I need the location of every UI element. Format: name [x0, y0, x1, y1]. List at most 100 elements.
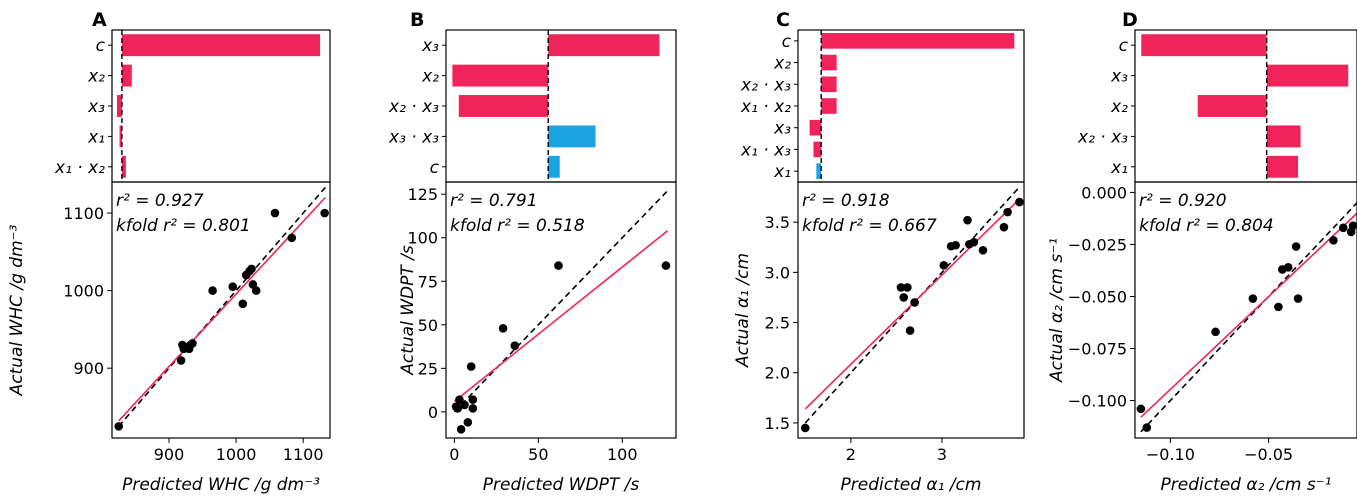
coef-term-label: x₃: [421, 36, 439, 56]
identity-line: [453, 190, 669, 413]
identity-line: [804, 186, 1021, 424]
data-point: [1338, 223, 1348, 233]
y-axis-label: Actual WHC /g dm⁻³: [7, 224, 27, 396]
coef-term-label: c: [96, 36, 106, 56]
data-point: [896, 283, 906, 292]
coef-term-label: x₁: [87, 127, 105, 147]
data-point: [963, 215, 972, 225]
x-axis-label: Predicted α₁ /cm: [841, 475, 982, 495]
coef-term-label: c: [1119, 36, 1129, 56]
identity-line: [1140, 202, 1357, 433]
coef-bar: [116, 95, 122, 117]
r2-annotation: r² = 0.920: [1139, 191, 1227, 211]
data-point: [238, 299, 248, 309]
data-point: [498, 323, 508, 333]
data-point: [510, 341, 520, 351]
identity-line: [118, 186, 326, 427]
coef-bar: [121, 155, 126, 178]
coef-bar: [1141, 34, 1267, 57]
coef-bar: [548, 155, 560, 178]
data-point: [999, 222, 1009, 232]
data-point: [1348, 221, 1357, 231]
parity-axes-frame: [445, 181, 677, 439]
data-point: [247, 264, 256, 274]
coef-bar: [1197, 95, 1267, 117]
x-tick-label: −0.05: [1244, 445, 1293, 464]
coef-bar: [813, 141, 822, 158]
data-point: [188, 339, 197, 348]
data-point: [320, 208, 329, 218]
data-point: [1293, 294, 1303, 303]
y-tick-label: 0: [428, 403, 438, 422]
data-point: [1003, 207, 1012, 217]
y-tick-label: −0.050: [1068, 287, 1127, 306]
y-tick-label: 0.000: [1081, 183, 1127, 202]
data-point: [905, 326, 915, 335]
coef-term-label: x₂ · x₃: [388, 97, 439, 117]
data-point: [208, 286, 217, 295]
kfold-annotation: kfold r² = 0.518: [450, 216, 585, 236]
data-point: [270, 208, 280, 218]
data-point: [114, 422, 124, 431]
y-tick-label: 75: [418, 272, 438, 291]
coef-term-label: x₃: [1110, 67, 1128, 87]
x-tick-label: 100: [607, 445, 638, 464]
coef-bar: [452, 64, 549, 87]
data-point: [1353, 171, 1357, 180]
r2-annotation: r² = 0.918: [802, 191, 890, 211]
data-point: [228, 282, 238, 292]
r2-annotation: r² = 0.927: [116, 191, 204, 211]
y-tick-label: −0.100: [1068, 392, 1127, 411]
y-tick-label: 2.0: [765, 364, 790, 383]
y-tick-label: 900: [73, 359, 104, 378]
y-axis-label: Actual α₁ /cm: [733, 253, 753, 368]
x-tick-label: 1000: [216, 445, 257, 464]
panel-letter: C: [776, 9, 790, 31]
x-axis-label: Predicted α₂ /cm s⁻¹: [1161, 475, 1332, 495]
x-tick-label: 900: [154, 445, 185, 464]
data-point: [456, 424, 466, 434]
y-tick-label: 100: [407, 229, 438, 248]
y-tick-label: 3.0: [765, 263, 790, 282]
data-point: [1291, 242, 1301, 251]
coef-term-label: x₂: [773, 54, 791, 74]
coef-term-label: x₂: [1110, 97, 1128, 117]
data-point: [463, 418, 473, 427]
fit-line: [1140, 212, 1357, 418]
coef-bar: [1266, 155, 1299, 178]
x-tick-label: 3: [937, 445, 947, 464]
coef-bar: [816, 163, 822, 179]
kfold-annotation: kfold r² = 0.801: [116, 216, 251, 236]
data-point: [460, 400, 469, 410]
data-point: [287, 233, 297, 243]
data-point: [969, 237, 979, 247]
coef-term-label: x₁: [773, 162, 791, 182]
data-point: [800, 423, 810, 433]
data-point: [1015, 197, 1024, 207]
coef-term-label: x₂ · x₃: [1077, 127, 1128, 147]
coef-term-label: c: [782, 32, 792, 52]
panel-a: Ac x₂ x₃ x₁ x₁ · x₂ 900 1000 1100 900 1000 1100 r² …: [7, 9, 331, 495]
r2-annotation: r² = 0.791: [450, 191, 538, 211]
kfold-annotation: kfold r² = 0.667: [802, 216, 937, 236]
y-tick-label: 25: [418, 359, 438, 378]
data-point: [1136, 404, 1146, 414]
parity-axes-frame: [1134, 181, 1357, 439]
y-tick-label: 2.5: [765, 314, 790, 333]
y-axis-label: Actual WDPT /s: [398, 245, 418, 376]
y-tick-label: 3.5: [765, 213, 790, 232]
fit-line: [453, 230, 669, 403]
coef-term-label: x₁: [1110, 158, 1128, 178]
kfold-annotation: kfold r² = 0.804: [1139, 216, 1274, 236]
coef-bar: [548, 34, 660, 57]
data-point: [1283, 263, 1293, 272]
coef-term-label: x₁ · x₂: [740, 97, 791, 117]
x-tick-label: 50: [528, 445, 548, 464]
coef-term-label: x₂ · x₃: [740, 75, 791, 95]
y-tick-label: 1.5: [765, 414, 790, 433]
coef-term-label: x₃: [773, 119, 791, 139]
data-point: [1211, 327, 1220, 337]
coef-bar: [821, 76, 837, 93]
coef-bar: [121, 34, 321, 57]
